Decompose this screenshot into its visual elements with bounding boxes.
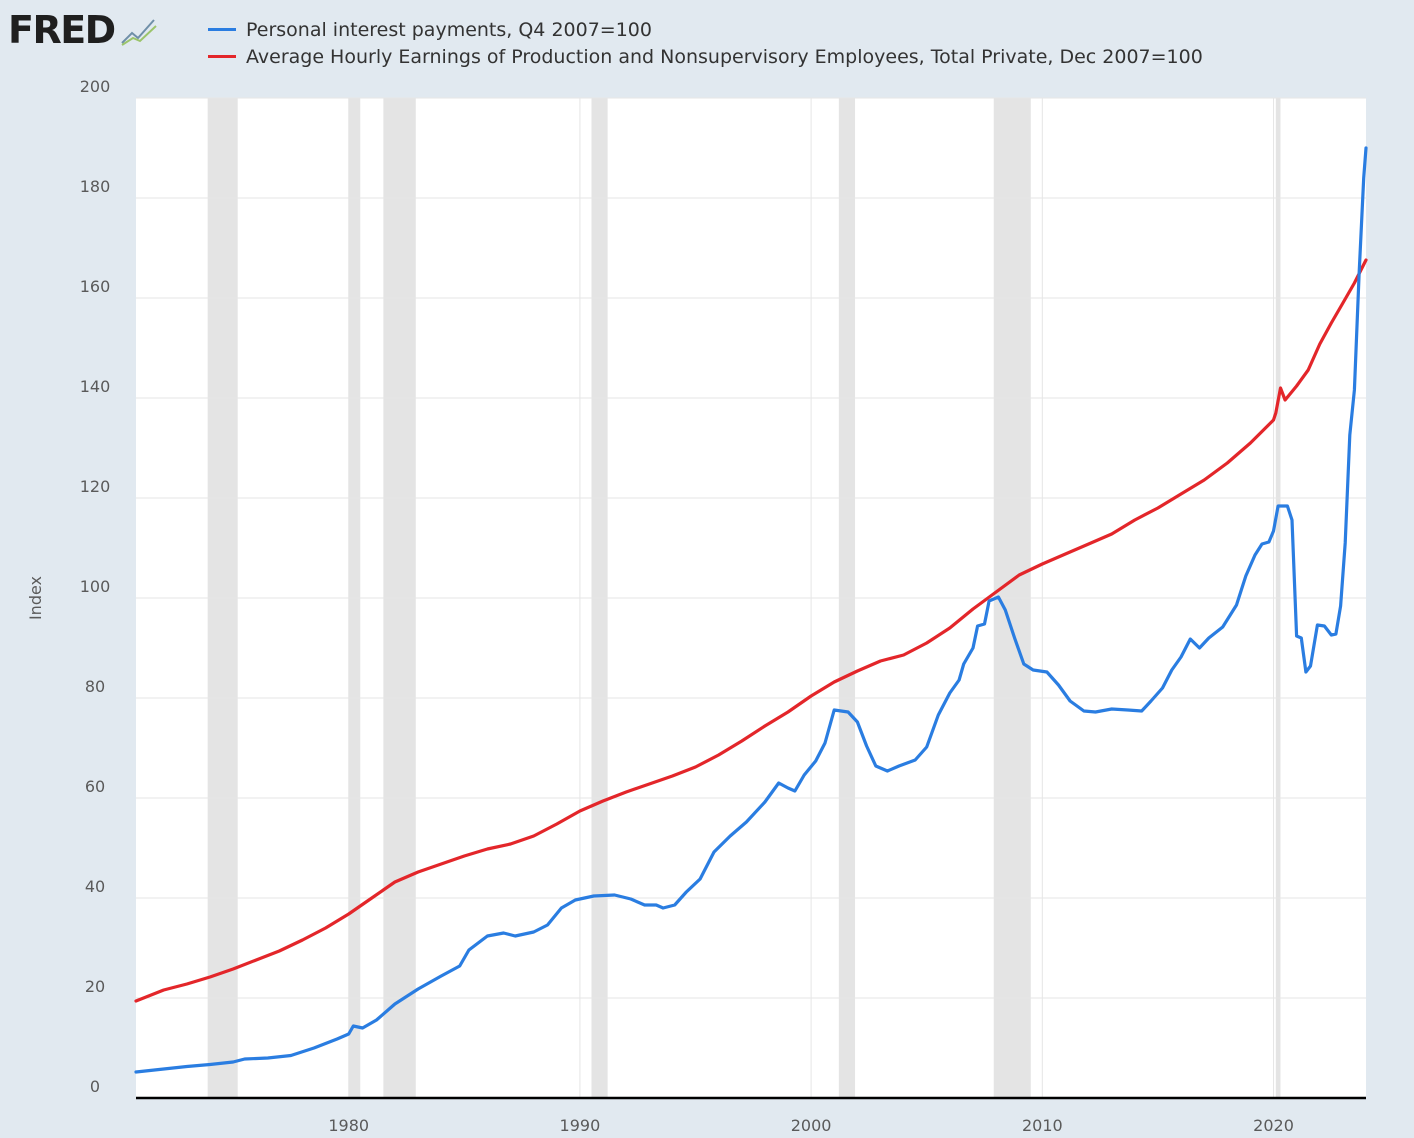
x-tick-label: 2010 — [1022, 1116, 1063, 1135]
y-tick-label: 80 — [85, 677, 105, 696]
y-tick-label: 120 — [80, 477, 111, 496]
x-tick-label: 2000 — [791, 1116, 832, 1135]
y-tick-label: 200 — [80, 77, 111, 96]
y-tick-label: 100 — [80, 577, 111, 596]
series-line-0 — [134, 146, 1368, 1074]
y-tick-label: 160 — [80, 277, 111, 296]
y-tick-label: 60 — [85, 777, 105, 796]
series-lines — [134, 146, 1368, 1074]
fred-logo-text: FRED — [8, 8, 116, 52]
gridlines — [136, 97, 1366, 1098]
x-tick-label: 1990 — [560, 1116, 601, 1135]
legend-label-series-2: Average Hourly Earnings of Production an… — [246, 45, 1203, 68]
y-axis-title: Index — [26, 576, 45, 620]
trend-line-icon — [121, 19, 157, 46]
y-axis-ticks: 0 20 40 60 80 100 120 140 160 180 200 — [80, 77, 111, 1096]
x-tick-label: 2020 — [1253, 1116, 1294, 1135]
series-line-1 — [134, 258, 1368, 1003]
y-tick-label: 140 — [80, 377, 111, 396]
y-tick-label: 40 — [85, 877, 105, 896]
chart-header: FRED Personal interest payments, Q4 2007… — [0, 0, 1414, 80]
chart-legend: Personal interest payments, Q4 2007=100 … — [208, 16, 1203, 70]
legend-item-interest-payments: Personal interest payments, Q4 2007=100 — [208, 16, 1203, 43]
legend-swatch-red — [208, 55, 236, 58]
x-tick-label: 1980 — [328, 1116, 369, 1135]
fred-logo[interactable]: FRED — [8, 8, 159, 52]
legend-item-hourly-earnings: Average Hourly Earnings of Production an… — [208, 43, 1203, 70]
legend-swatch-blue — [208, 28, 236, 31]
y-tick-label: 20 — [85, 977, 105, 996]
legend-label-series-1: Personal interest payments, Q4 2007=100 — [246, 18, 652, 41]
x-axis-ticks: 1980 1990 2000 2010 2020 — [328, 1116, 1294, 1135]
y-tick-label: 180 — [80, 177, 111, 196]
y-tick-label: 0 — [90, 1077, 100, 1096]
